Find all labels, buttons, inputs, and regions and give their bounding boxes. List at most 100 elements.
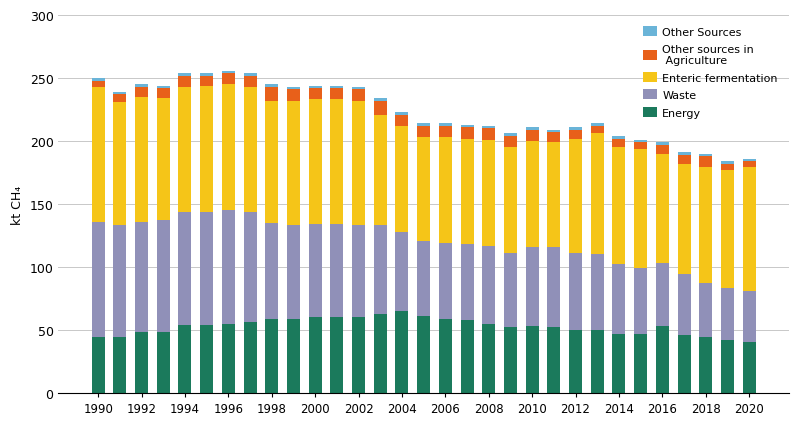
Bar (590, 124, 604, 127)
Bar (135, 98, 148, 222)
Bar (634, 268, 647, 334)
Bar (114, 95, 126, 103)
Bar (613, 137, 626, 139)
Bar (395, 311, 409, 393)
Bar (439, 138, 452, 243)
Bar (330, 86, 343, 89)
Bar (135, 85, 148, 88)
Bar (352, 317, 365, 393)
Bar (200, 86, 213, 212)
Legend: Other Sources, Other sources in
 Agriculture, Enteric fermentation, Waste, Energ: Other Sources, Other sources in Agricult… (638, 22, 783, 124)
Bar (439, 124, 452, 127)
Bar (266, 88, 278, 101)
Bar (200, 74, 213, 76)
Bar (547, 133, 560, 143)
Bar (482, 129, 495, 141)
Bar (92, 338, 105, 393)
Bar (526, 142, 538, 247)
Bar (157, 89, 170, 99)
Bar (547, 247, 560, 328)
Bar (395, 232, 409, 311)
Bar (699, 284, 712, 338)
Bar (157, 99, 170, 221)
Bar (330, 100, 343, 225)
Bar (656, 145, 669, 154)
Bar (461, 320, 474, 393)
Bar (222, 85, 235, 211)
Bar (656, 143, 669, 145)
Bar (721, 164, 734, 170)
Bar (526, 326, 538, 393)
Bar (742, 343, 756, 393)
Bar (135, 333, 148, 393)
Bar (613, 334, 626, 393)
Bar (678, 275, 690, 335)
Bar (461, 128, 474, 139)
Bar (352, 88, 365, 90)
Bar (92, 81, 105, 88)
Bar (243, 322, 257, 393)
Bar (678, 155, 690, 164)
Bar (200, 76, 213, 86)
Bar (634, 141, 647, 143)
Bar (157, 333, 170, 393)
Bar (721, 162, 734, 164)
Bar (742, 162, 756, 168)
Bar (395, 113, 409, 115)
Bar (569, 139, 582, 253)
Bar (721, 170, 734, 289)
Bar (590, 255, 604, 330)
Bar (309, 89, 322, 100)
Bar (699, 157, 712, 168)
Bar (266, 101, 278, 223)
Bar (135, 222, 148, 333)
Bar (721, 340, 734, 393)
Bar (374, 99, 386, 101)
Y-axis label: kt CH₄: kt CH₄ (11, 185, 24, 224)
Bar (569, 253, 582, 330)
Bar (309, 317, 322, 393)
Bar (590, 330, 604, 393)
Bar (114, 226, 126, 338)
Bar (178, 212, 191, 325)
Bar (678, 335, 690, 393)
Bar (482, 141, 495, 246)
Bar (222, 324, 235, 393)
Bar (222, 74, 235, 85)
Bar (222, 211, 235, 324)
Bar (417, 124, 430, 127)
Bar (699, 154, 712, 157)
Bar (309, 225, 322, 317)
Bar (178, 74, 191, 76)
Bar (395, 115, 409, 127)
Bar (92, 222, 105, 338)
Bar (678, 153, 690, 155)
Bar (742, 168, 756, 291)
Bar (287, 226, 300, 319)
Bar (461, 245, 474, 320)
Bar (352, 226, 365, 317)
Bar (200, 325, 213, 393)
Bar (439, 127, 452, 138)
Bar (222, 71, 235, 74)
Bar (243, 74, 257, 76)
Bar (417, 317, 430, 393)
Bar (569, 130, 582, 139)
Bar (590, 127, 604, 134)
Bar (547, 328, 560, 393)
Bar (157, 221, 170, 333)
Bar (374, 314, 386, 393)
Bar (266, 223, 278, 319)
Bar (287, 319, 300, 393)
Bar (157, 86, 170, 89)
Bar (178, 76, 191, 88)
Bar (178, 325, 191, 393)
Bar (374, 101, 386, 115)
Bar (374, 115, 386, 226)
Bar (613, 265, 626, 334)
Bar (504, 137, 517, 148)
Bar (526, 130, 538, 142)
Bar (178, 88, 191, 212)
Bar (742, 291, 756, 343)
Bar (634, 143, 647, 149)
